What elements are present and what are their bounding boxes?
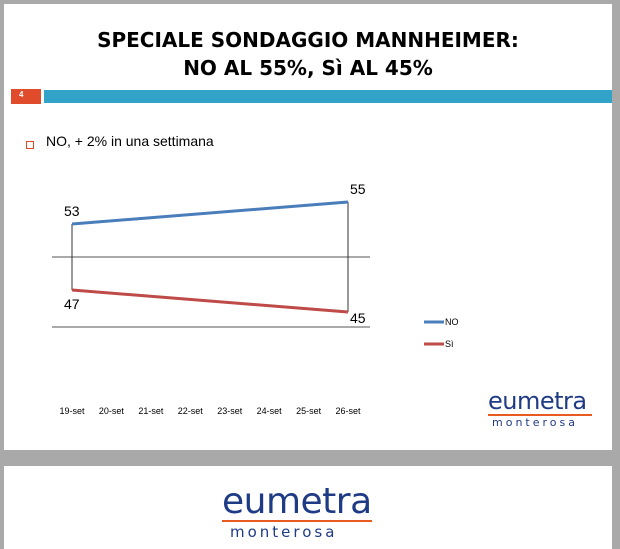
legend-label-no: NO <box>445 317 459 327</box>
data-label-start-0: 53 <box>64 203 80 219</box>
legend-label-sì: Sì <box>445 339 454 349</box>
title-line-2: NO AL 55%, Sì AL 45% <box>183 56 433 80</box>
x-tick-label: 24-set <box>257 406 283 416</box>
data-label-end-1: 45 <box>350 310 366 326</box>
next-slide-preview: eumetra monterosa <box>4 466 612 549</box>
square-bullet-icon <box>26 141 34 149</box>
eumetra-logo: eumetra monterosa <box>488 388 592 430</box>
x-tick-label: 26-set <box>335 406 361 416</box>
logo-sub: monterosa <box>488 414 592 430</box>
logo-large-main-b: metra <box>265 481 372 522</box>
series-line-no <box>71 200 349 226</box>
slide-number: 4 <box>19 90 24 99</box>
x-tick-label: 19-set <box>59 406 85 416</box>
logo-main-b: metra <box>516 387 587 415</box>
title-line-1: SPECIALE SONDAGGIO MANNHEIMER: <box>97 28 519 52</box>
logo-large-main-a: eu <box>222 481 266 522</box>
x-tick-label: 21-set <box>138 406 164 416</box>
logo-large-sub: monterosa <box>222 520 372 542</box>
data-label-start-1: 47 <box>64 296 80 312</box>
series-line-sì <box>71 288 349 314</box>
slide-title: SPECIALE SONDAGGIO MANNHEIMER: NO AL 55%… <box>4 26 612 82</box>
x-tick-label: 20-set <box>99 406 125 416</box>
logo-main-a: eu <box>488 387 517 415</box>
slide: SPECIALE SONDAGGIO MANNHEIMER: NO AL 55%… <box>4 4 612 450</box>
x-tick-label: 22-set <box>178 406 204 416</box>
slide-number-box <box>11 89 41 104</box>
data-label-end-0: 55 <box>350 181 366 197</box>
eumetra-logo-large: eumetra monterosa <box>222 484 372 542</box>
accent-bar <box>44 90 612 103</box>
x-tick-label: 25-set <box>296 406 322 416</box>
x-tick-label: 23-set <box>217 406 243 416</box>
bullet-text: NO, + 2% in una settimana <box>46 133 214 149</box>
